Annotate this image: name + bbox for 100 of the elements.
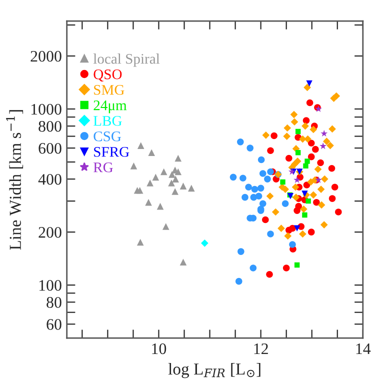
point <box>148 149 155 156</box>
point <box>318 201 326 209</box>
point <box>298 135 306 143</box>
point <box>314 166 322 173</box>
y-tick-label: 100 <box>39 280 62 291</box>
legend-label: QSO <box>94 69 122 82</box>
point <box>303 182 310 188</box>
point <box>283 132 291 140</box>
point <box>320 142 327 150</box>
point <box>246 144 254 152</box>
point <box>145 198 152 206</box>
point <box>294 262 300 268</box>
point <box>245 184 252 191</box>
point <box>317 159 324 166</box>
point <box>292 183 300 191</box>
y-tick-label: 2000 <box>30 50 62 62</box>
point <box>308 140 315 147</box>
point <box>289 224 296 232</box>
point <box>240 174 246 182</box>
y-tick-label: 60 <box>46 319 62 330</box>
point <box>238 248 244 255</box>
point <box>298 230 306 238</box>
point <box>152 174 160 181</box>
point <box>304 135 312 143</box>
point <box>284 232 292 240</box>
point <box>331 184 338 191</box>
point <box>188 184 195 192</box>
point <box>320 175 328 183</box>
point <box>282 200 289 208</box>
y-tick-label: 80 <box>46 297 62 308</box>
point <box>302 122 309 130</box>
point <box>250 264 257 272</box>
point <box>200 239 208 247</box>
point <box>251 186 258 193</box>
point <box>136 238 144 246</box>
point <box>264 176 271 182</box>
point <box>292 194 300 201</box>
point <box>162 223 170 230</box>
point <box>306 99 314 106</box>
point <box>295 150 301 156</box>
y-tick-label: 800 <box>38 120 62 132</box>
point <box>130 162 138 170</box>
point <box>306 80 312 87</box>
legend-label: SFRG <box>94 146 130 157</box>
point <box>302 117 310 124</box>
point <box>280 179 286 185</box>
point <box>236 138 244 146</box>
point <box>266 270 273 278</box>
legend-label: SMG <box>94 84 124 95</box>
point <box>255 192 262 200</box>
point <box>270 132 278 140</box>
point <box>308 228 315 236</box>
point <box>300 205 308 213</box>
point <box>172 188 178 195</box>
point <box>136 186 144 194</box>
legend-label: RG <box>94 162 113 172</box>
point <box>317 186 325 193</box>
point <box>307 178 315 186</box>
point <box>266 192 274 200</box>
point <box>174 168 182 176</box>
point <box>320 221 328 228</box>
point <box>328 164 336 172</box>
y-tick-label: 1000 <box>31 104 62 115</box>
y-tick-label: 400 <box>38 174 62 185</box>
point <box>320 130 328 137</box>
point <box>259 200 266 208</box>
legend-label: CSG <box>94 131 122 142</box>
point <box>326 142 334 150</box>
point <box>310 126 318 134</box>
point <box>137 142 144 149</box>
point <box>313 198 320 206</box>
legend-label: local Spiral <box>93 54 160 67</box>
x-tick-label: 10 <box>152 343 166 354</box>
point <box>172 176 179 182</box>
x-axis-title: log L$_{FIR}$ [L$_{⊙}$] <box>168 362 260 378</box>
point <box>303 163 308 169</box>
point <box>290 110 298 118</box>
point <box>160 168 168 176</box>
point <box>180 258 187 266</box>
point <box>295 128 301 134</box>
point <box>242 194 248 201</box>
point <box>284 124 292 132</box>
point <box>332 92 340 100</box>
y-axis-title: Line Width [km s$^{−1}$] <box>6 110 24 250</box>
point <box>302 212 308 218</box>
point <box>310 191 318 199</box>
point <box>282 186 289 193</box>
point <box>304 158 310 164</box>
x-tick-label: 14 <box>356 343 371 354</box>
point <box>174 154 182 162</box>
legend-label: 24μm <box>94 100 127 114</box>
point <box>294 207 300 214</box>
point <box>312 146 319 153</box>
point <box>306 198 311 204</box>
point <box>335 208 342 216</box>
point <box>180 182 187 190</box>
point <box>282 264 290 272</box>
point <box>289 241 296 248</box>
point <box>168 171 176 178</box>
point <box>272 208 280 216</box>
